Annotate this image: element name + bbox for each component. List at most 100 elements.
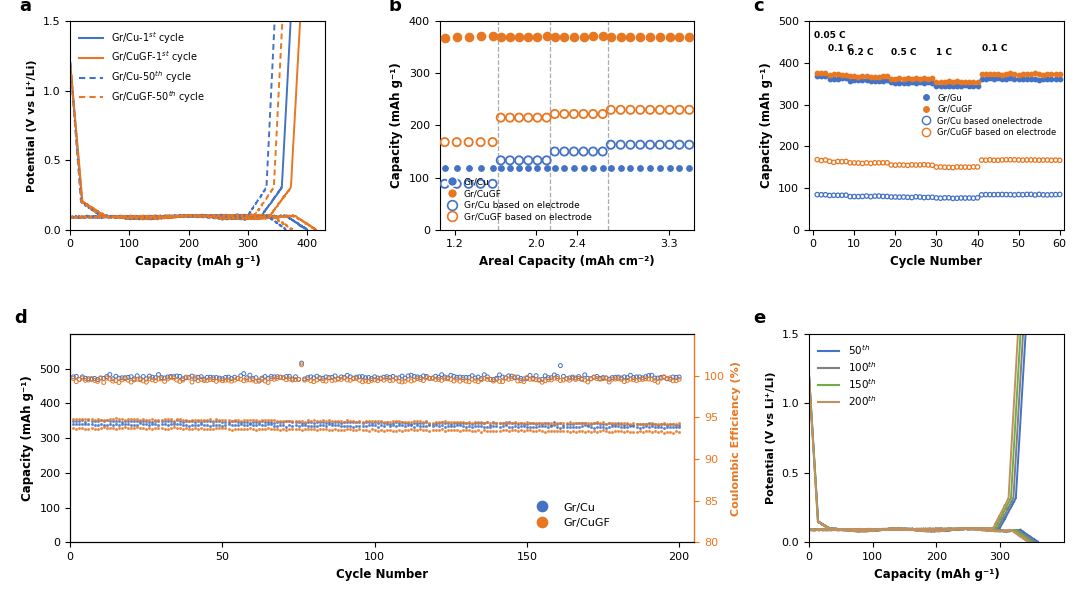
Point bbox=[1002, 190, 1020, 199]
Text: 0.2 C: 0.2 C bbox=[848, 47, 874, 56]
Point bbox=[211, 373, 228, 383]
Point bbox=[168, 419, 186, 429]
Point bbox=[375, 417, 392, 427]
Point bbox=[192, 419, 210, 429]
Point bbox=[656, 423, 673, 433]
Point bbox=[488, 373, 505, 383]
Point bbox=[369, 418, 387, 427]
Point bbox=[147, 419, 164, 429]
Point bbox=[77, 419, 94, 429]
Point bbox=[661, 422, 678, 431]
Point bbox=[354, 421, 372, 431]
Point bbox=[622, 419, 639, 428]
Point bbox=[973, 74, 990, 84]
Point bbox=[589, 371, 606, 381]
Point bbox=[854, 159, 872, 168]
Point bbox=[458, 425, 475, 435]
Point bbox=[646, 376, 663, 385]
Point bbox=[659, 374, 676, 384]
Point bbox=[241, 418, 258, 428]
Point bbox=[448, 375, 465, 384]
Point bbox=[545, 419, 563, 429]
Point bbox=[627, 372, 645, 382]
Point bbox=[259, 373, 276, 383]
Point bbox=[381, 425, 399, 435]
Point bbox=[195, 416, 213, 426]
Point bbox=[445, 376, 462, 386]
Point bbox=[68, 377, 85, 387]
Point bbox=[378, 419, 395, 429]
Point bbox=[289, 417, 307, 427]
Point bbox=[640, 371, 658, 381]
Point bbox=[475, 422, 492, 431]
Point bbox=[147, 424, 164, 433]
Point bbox=[144, 373, 161, 382]
Point bbox=[217, 416, 234, 425]
Point bbox=[293, 358, 310, 368]
Point bbox=[430, 375, 447, 384]
Point bbox=[632, 140, 649, 150]
Point bbox=[1018, 190, 1036, 199]
Point bbox=[895, 78, 913, 88]
Point bbox=[411, 375, 429, 384]
Point bbox=[509, 372, 526, 382]
Point bbox=[448, 418, 465, 428]
Point bbox=[472, 179, 489, 188]
Point bbox=[235, 424, 253, 433]
Point bbox=[841, 158, 859, 168]
Point bbox=[205, 375, 222, 384]
Point bbox=[375, 427, 392, 436]
Point bbox=[423, 421, 441, 431]
Point bbox=[891, 192, 908, 202]
Point bbox=[65, 423, 82, 433]
Point bbox=[306, 424, 323, 433]
Point bbox=[488, 421, 505, 431]
Point bbox=[607, 375, 624, 384]
Point bbox=[363, 425, 380, 435]
Point bbox=[492, 32, 510, 42]
Point bbox=[329, 374, 347, 384]
Point bbox=[341, 421, 359, 430]
Point bbox=[603, 32, 620, 42]
Point bbox=[384, 426, 402, 436]
Point bbox=[132, 375, 149, 385]
Point bbox=[960, 81, 977, 91]
Point bbox=[484, 32, 501, 41]
Point bbox=[518, 422, 536, 432]
Point bbox=[604, 373, 621, 382]
Point bbox=[110, 423, 127, 433]
Point bbox=[651, 105, 669, 115]
Text: c: c bbox=[753, 0, 764, 15]
Point bbox=[1039, 190, 1056, 200]
Point bbox=[86, 424, 104, 433]
Point bbox=[174, 415, 191, 425]
Point bbox=[592, 426, 609, 436]
Point bbox=[375, 421, 392, 431]
Point bbox=[92, 416, 109, 425]
Y-axis label: Capacity (mAh g⁻¹): Capacity (mAh g⁻¹) bbox=[390, 62, 403, 188]
Point bbox=[363, 374, 380, 384]
Point bbox=[278, 416, 295, 426]
Point bbox=[296, 374, 313, 384]
Point bbox=[491, 426, 509, 436]
Point bbox=[239, 375, 256, 385]
Point bbox=[396, 425, 414, 435]
Point bbox=[570, 427, 588, 436]
Point bbox=[433, 418, 450, 427]
Point bbox=[467, 417, 484, 427]
Point bbox=[519, 32, 537, 42]
Point bbox=[89, 416, 106, 426]
Point bbox=[600, 422, 618, 431]
Point bbox=[549, 426, 566, 436]
Point bbox=[378, 417, 395, 427]
Point bbox=[98, 416, 116, 425]
Point bbox=[609, 419, 626, 428]
Point bbox=[287, 416, 305, 426]
Point bbox=[622, 32, 639, 42]
Point bbox=[318, 416, 335, 426]
Point bbox=[500, 422, 517, 432]
Point bbox=[244, 415, 261, 424]
Point bbox=[442, 425, 459, 435]
Point bbox=[555, 426, 572, 436]
Point bbox=[83, 416, 100, 426]
